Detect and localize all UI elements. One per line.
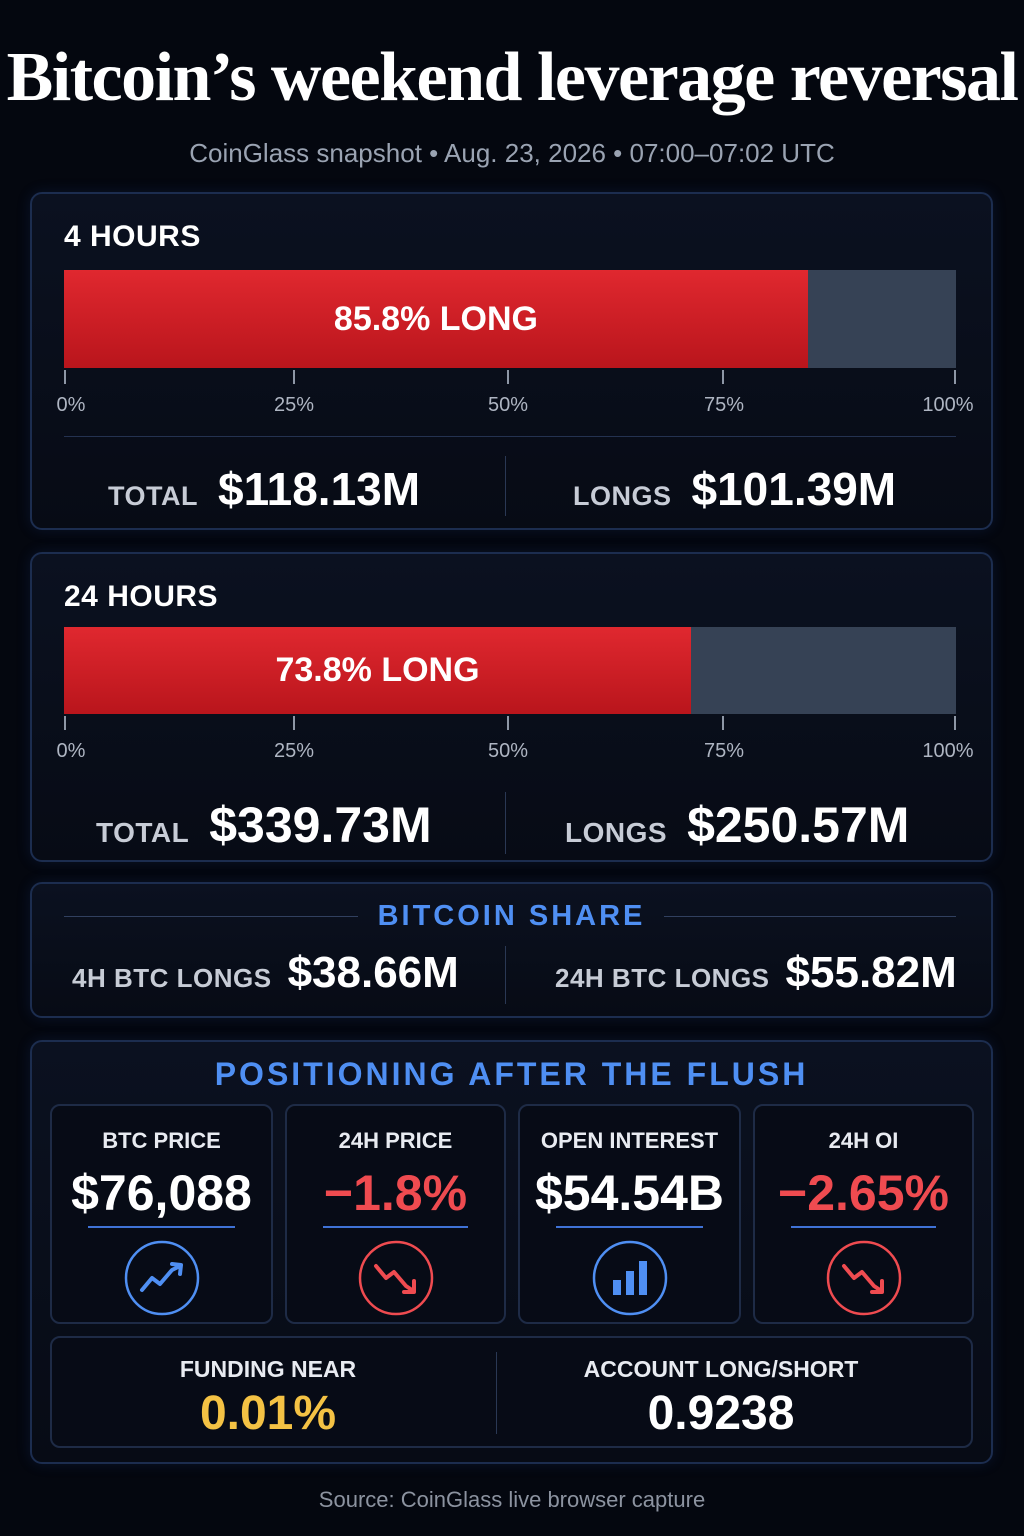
four-hours-label: 4 HOURS	[64, 220, 201, 253]
divider	[505, 946, 506, 1004]
axis-tick	[954, 716, 956, 730]
axis-tick	[293, 370, 295, 384]
stat-value: $118.13M	[218, 463, 421, 515]
stat-value: $101.39M	[691, 463, 897, 515]
bitcoin-share-panel: BITCOIN SHARE 4H BTC LONGS $38.66M 24H B…	[30, 882, 993, 1018]
four-hours-bar-label: 85.8% LONG	[333, 299, 538, 338]
funding-label: FUNDING NEAR	[179, 1356, 357, 1382]
axis-tick	[64, 370, 66, 384]
page-title: Bitcoin’s weekend leverage reversal	[6, 39, 1019, 116]
card-underline	[556, 1226, 703, 1228]
positioning-heading: POSITIONING AFTER THE FLUSH	[214, 1056, 809, 1092]
open-interest-card: OPEN INTEREST $54.54B	[518, 1104, 741, 1324]
trend-up-icon	[124, 1240, 199, 1316]
axis-tick-label: 0%	[56, 394, 86, 416]
divider	[505, 456, 506, 516]
card-value: $76,088	[71, 1165, 252, 1221]
axis-tick-label: 75%	[703, 740, 745, 762]
axis-tick	[64, 716, 66, 730]
twenty-four-hours-bar-track: 73.8% LONG	[64, 627, 956, 714]
stat-value: $55.82M	[785, 948, 957, 997]
axis-tick-label: 50%	[487, 740, 529, 762]
four-hours-longs: LONGS $101.39M	[573, 462, 896, 516]
axis-tick	[507, 370, 509, 384]
card-title: 24H PRICE	[338, 1128, 453, 1153]
card-title: 24H OI	[828, 1128, 899, 1153]
account-ratio-label: ACCOUNT LONG/SHORT	[583, 1356, 859, 1382]
divider	[64, 436, 956, 437]
btc-longs-4h: 4H BTC LONGS $38.66M	[72, 948, 459, 998]
card-value: −1.8%	[323, 1165, 468, 1221]
price-change-card: 24H PRICE −1.8%	[285, 1104, 506, 1324]
four-hours-bar-track: 85.8% LONG	[64, 270, 956, 368]
axis-tick	[954, 370, 956, 384]
card-title: BTC PRICE	[102, 1128, 221, 1153]
axis-tick-label: 75%	[703, 394, 745, 416]
axis-tick	[722, 370, 724, 384]
stat-key: TOTAL	[108, 481, 198, 511]
account-ratio-value: 0.9238	[647, 1387, 795, 1440]
positioning-panel: POSITIONING AFTER THE FLUSH BTC PRICE $7…	[30, 1040, 993, 1464]
funding-value: 0.01%	[199, 1387, 337, 1440]
stat-key: LONGS	[573, 481, 672, 511]
four-hours-axis: 0% 25% 50% 75% 100%	[57, 370, 974, 416]
axis-tick	[507, 716, 509, 730]
twenty-four-hours-long-fill	[64, 627, 692, 714]
axis-tick-label: 50%	[487, 394, 529, 416]
divider	[496, 1352, 497, 1434]
axis-tick-label: 0%	[56, 740, 86, 762]
trend-down-icon	[358, 1240, 433, 1316]
twenty-four-hours-panel: 24 HOURS 73.8% LONG 0% 25% 50% 75% 100% …	[30, 552, 993, 862]
stat-value: $339.73M	[209, 797, 432, 853]
axis-tick	[722, 716, 724, 730]
stat-value: $250.57M	[687, 797, 910, 853]
card-value: −2.65%	[778, 1165, 949, 1221]
stat-value: $38.66M	[287, 948, 459, 997]
page-subtitle: CoinGlass snapshot • Aug. 23, 2026 • 07:…	[189, 138, 835, 168]
divider	[664, 916, 956, 917]
divider	[64, 916, 358, 917]
twenty-four-hours-label: 24 HOURS	[64, 580, 219, 613]
trend-down-icon	[826, 1240, 901, 1316]
four-hours-panel: 4 HOURS 85.8% LONG 0% 25% 50% 75% 100% T…	[30, 192, 993, 530]
btc-longs-24h: 24H BTC LONGS $55.82M	[555, 948, 957, 998]
btc-price-card: BTC PRICE $76,088	[50, 1104, 273, 1324]
stat-key: 24H BTC LONGS	[555, 963, 770, 993]
funding-ratio-box: FUNDING NEAR 0.01% ACCOUNT LONG/SHORT 0.…	[50, 1336, 973, 1448]
card-underline	[791, 1226, 936, 1228]
source-note: Source: CoinGlass live browser capture	[318, 1487, 706, 1512]
bitcoin-share-heading: BITCOIN SHARE	[377, 900, 646, 932]
card-underline	[323, 1226, 468, 1228]
axis-tick-label: 25%	[273, 740, 315, 762]
axis-tick	[293, 716, 295, 730]
card-title: OPEN INTEREST	[540, 1128, 719, 1153]
axis-tick-label: 25%	[273, 394, 315, 416]
four-hours-long-fill	[64, 270, 808, 368]
twenty-four-hours-bar-label: 73.8% LONG	[275, 651, 480, 689]
divider	[505, 792, 506, 854]
stat-key: LONGS	[565, 817, 668, 848]
stat-key: TOTAL	[96, 817, 190, 848]
bar-chart-icon	[592, 1240, 667, 1316]
oi-change-card: 24H OI −2.65%	[753, 1104, 974, 1324]
four-hours-total: TOTAL $118.13M	[108, 462, 420, 516]
twenty-four-hours-longs: LONGS $250.57M	[565, 796, 909, 854]
twenty-four-hours-axis: 0% 25% 50% 75% 100%	[57, 716, 974, 762]
stat-key: 4H BTC LONGS	[72, 963, 272, 993]
card-underline	[88, 1226, 235, 1228]
axis-tick-label: 100%	[922, 394, 974, 416]
twenty-four-hours-total: TOTAL $339.73M	[96, 796, 432, 854]
card-value: $54.54B	[534, 1165, 725, 1221]
axis-tick-label: 100%	[922, 740, 974, 762]
